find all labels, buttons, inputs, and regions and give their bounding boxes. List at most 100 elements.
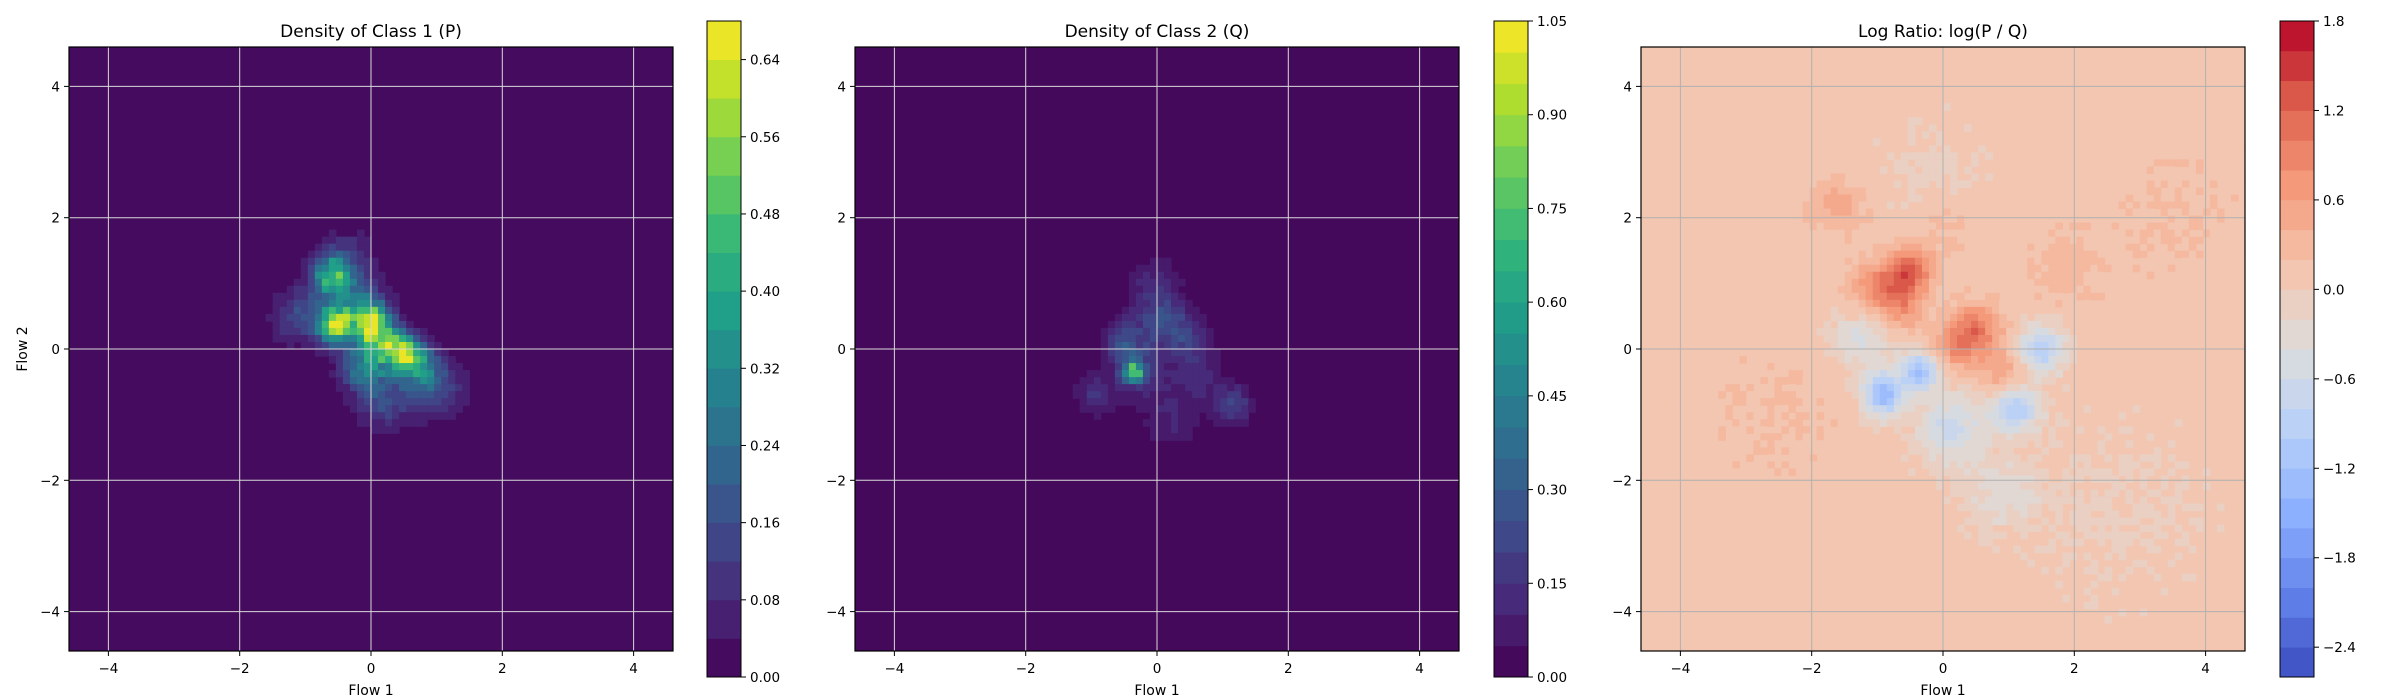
- heatmap-cell: [1950, 306, 1958, 315]
- colorbar-frame: [1493, 20, 1529, 678]
- heatmap-cell: [363, 341, 372, 350]
- heatmap-cell: [1943, 250, 1951, 259]
- heatmap-cell: [1992, 320, 2000, 329]
- heatmap-cell: [1830, 454, 1839, 462]
- heatmap-cell: [1935, 236, 1944, 245]
- heatmap-cell: [427, 363, 435, 371]
- heatmap-cell: [1971, 426, 1979, 434]
- heatmap-cell: [1865, 398, 1874, 406]
- heatmap-cell: [2076, 215, 2085, 224]
- heatmap-cell: [1171, 426, 1179, 434]
- heatmap-cell: [1241, 391, 1249, 399]
- heatmap-cell: [1992, 517, 2000, 526]
- heatmap-cell: [2041, 341, 2049, 350]
- heatmap-cell: [286, 341, 295, 350]
- heatmap-cell: [1900, 454, 1909, 462]
- heatmap-cell: [2174, 187, 2183, 196]
- heatmap-cell: [2118, 166, 2127, 175]
- heatmap-cell: [1879, 327, 1888, 336]
- heatmap-cell: [321, 327, 330, 336]
- heatmap-cell: [1851, 327, 1860, 336]
- heatmap-cell: [328, 341, 337, 350]
- heatmap-cell: [2090, 601, 2099, 610]
- heatmap-cell: [1234, 384, 1242, 392]
- heatmap-cell: [1935, 166, 1944, 175]
- heatmap-cell: [1900, 313, 1909, 322]
- colorbar-segment: [2280, 527, 2314, 559]
- heatmap-cell: [371, 313, 379, 322]
- heatmap-cell: [1921, 152, 1930, 160]
- heatmap-cell: [1149, 377, 1158, 385]
- heatmap-cell: [427, 370, 435, 378]
- heatmap-cell: [2013, 545, 2021, 554]
- heatmap-cell: [2174, 538, 2183, 547]
- heatmap-cell: [2048, 278, 2056, 287]
- heatmap-cell: [1971, 475, 1979, 484]
- heatmap-cell: [1142, 384, 1151, 392]
- heatmap-cell: [1837, 173, 1846, 182]
- heatmap-cell: [1921, 278, 1930, 287]
- heatmap-cell: [1171, 384, 1179, 392]
- heatmap-cell: [378, 419, 386, 427]
- heatmap-cell: [1774, 419, 1783, 427]
- heatmap-cell: [2223, 159, 2232, 167]
- heatmap-cell: [342, 377, 351, 385]
- heatmap-cell: [356, 377, 365, 385]
- heatmap-cell: [1943, 341, 1951, 350]
- heatmap-cell: [1886, 152, 1895, 160]
- heatmap-cell: [2174, 278, 2183, 287]
- heatmap-cell: [2202, 173, 2211, 182]
- heatmap-cell: [2153, 510, 2162, 519]
- heatmap-cell: [328, 229, 337, 238]
- heatmap-cell: [2048, 482, 2056, 491]
- heatmap-cell: [2139, 250, 2148, 259]
- heatmap-cell: [1206, 363, 1214, 371]
- heatmap-cell: [2034, 250, 2042, 259]
- heatmap-cell: [2118, 412, 2127, 420]
- heatmap-cell: [2097, 538, 2106, 547]
- heatmap-cell: [1900, 320, 1909, 329]
- heatmap-cell: [1149, 412, 1158, 420]
- heatmap-cell: [1943, 166, 1951, 175]
- heatmap-cell: [1079, 398, 1088, 406]
- heatmap-cell: [2125, 531, 2134, 540]
- heatmap-cell: [1914, 285, 1923, 294]
- heatmap-cell: [385, 412, 393, 420]
- heatmap-cell: [427, 349, 435, 357]
- heatmap-cell: [1107, 320, 1116, 329]
- heatmap-cell: [1928, 271, 1937, 280]
- heatmap-cell: [2167, 215, 2176, 224]
- colorbar-tick-label: 0.56: [750, 130, 780, 146]
- heatmap-cell: [2013, 440, 2021, 448]
- heatmap-cell: [2090, 468, 2099, 477]
- heatmap-cell: [1914, 159, 1923, 167]
- heatmap-cell: [1907, 271, 1916, 280]
- heatmap-cell: [1978, 398, 1986, 406]
- heatmap-cell: [1802, 356, 1811, 364]
- heatmap-cell: [2006, 391, 2014, 399]
- heatmap-cell: [2083, 250, 2092, 259]
- heatmap-cell: [392, 370, 400, 378]
- x-tick-label: 2: [2070, 661, 2079, 677]
- heatmap-cell: [1971, 440, 1979, 448]
- heatmap-cell: [1992, 391, 2000, 399]
- heatmap-cell: [1943, 461, 1951, 469]
- y-tick-label: −4: [826, 605, 846, 621]
- heatmap-cell: [2020, 327, 2028, 336]
- heatmap-cell: [2055, 278, 2063, 287]
- heatmap-cell: [1914, 384, 1923, 392]
- heatmap-cell: [1149, 426, 1158, 434]
- heatmap-cell: [1178, 384, 1186, 392]
- heatmap-cell: [2223, 194, 2232, 203]
- heatmap-cell: [1100, 377, 1109, 385]
- heatmap-cell: [1858, 299, 1867, 308]
- heatmap-cell: [2188, 573, 2197, 582]
- heatmap-cell: [1900, 391, 1909, 399]
- heatmap-cell: [1178, 356, 1186, 364]
- heatmap-cell: [1830, 215, 1839, 224]
- heatmap-cell: [2132, 264, 2141, 273]
- heatmap-cell: [1893, 306, 1902, 315]
- heatmap-cell: [272, 306, 281, 315]
- heatmap-cell: [392, 334, 400, 343]
- heatmap-cell: [1149, 334, 1158, 343]
